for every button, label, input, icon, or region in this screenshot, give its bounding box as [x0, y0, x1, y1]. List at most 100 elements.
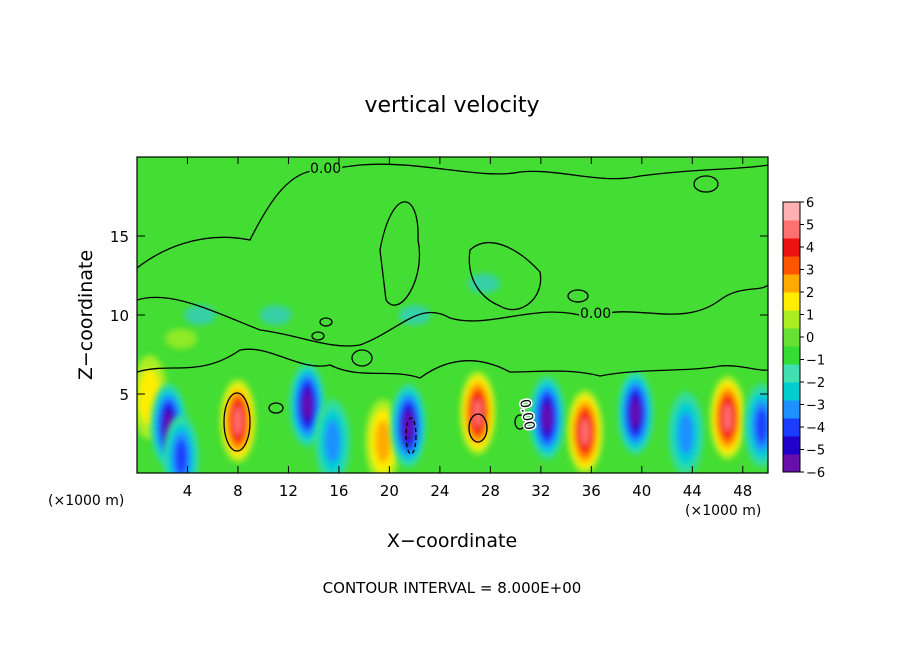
contour-small-d: [693, 175, 719, 193]
contour-core-8: [223, 392, 251, 452]
x-tick-label: 20: [380, 482, 399, 500]
y-tick-label: 15: [110, 228, 129, 246]
velocity-cell: [259, 305, 292, 325]
colorbar-tick-label: −2: [806, 376, 825, 391]
velocity-cell: [743, 383, 768, 468]
colorbar-tick-label: −4: [806, 421, 825, 436]
velocity-cell: [468, 273, 501, 294]
colorbar-swatch: [783, 238, 800, 257]
colorbar-swatch: [783, 328, 800, 347]
colorbar-swatch: [783, 310, 800, 329]
x-tick-label: 40: [632, 482, 651, 500]
x-tick-label: 48: [733, 482, 752, 500]
velocity-band: [468, 273, 501, 294]
x-tick-label: 16: [329, 482, 348, 500]
contour-small-a: [311, 331, 325, 341]
velocity-cell: [165, 328, 198, 349]
x-tick-label: 44: [683, 482, 702, 500]
velocity-cell: [163, 415, 200, 473]
velocity-band: [175, 439, 188, 473]
contour-small-c: [351, 349, 373, 367]
contour-small-e: [567, 289, 589, 303]
colorbar-swatch: [783, 364, 800, 383]
contour-zero-low: [137, 348, 768, 379]
velocity-band: [303, 390, 312, 420]
colorbar-swatch: [783, 436, 800, 455]
plot-area: 0.00 0.00 0.00 4 8 12 16 20 24 28 32 36 40 44 48510…: [110, 156, 769, 500]
colorbar-tick-label: −3: [806, 399, 825, 414]
x-tick-label: 4: [183, 482, 193, 500]
velocity-cell: [709, 375, 746, 460]
colorbar-tick-label: 3: [806, 264, 814, 279]
colorbar-swatch: [783, 220, 800, 239]
velocity-band: [259, 305, 292, 325]
velocity-cell: [529, 375, 566, 460]
colorbar-swatch: [783, 454, 800, 473]
x-tick-label: 36: [582, 482, 601, 500]
x-tick-label: 32: [531, 482, 550, 500]
colorbar-swatch: [783, 256, 800, 275]
chart-title: vertical velocity: [364, 93, 539, 118]
contour-zero-upper: [137, 163, 768, 269]
colorbar-tick-label: −5: [806, 444, 825, 459]
velocity-cell: [184, 305, 217, 325]
x-unit-right: (×1000 m): [685, 503, 761, 519]
velocity-band: [165, 328, 198, 349]
contour-label: 0.00: [580, 306, 611, 322]
velocity-cell: [567, 389, 604, 473]
contour-core-27: [468, 413, 488, 443]
velocity-band: [678, 412, 694, 455]
velocity-cell: [390, 383, 427, 468]
contour-small-f: [268, 402, 284, 414]
y-tick-label: 5: [119, 386, 129, 404]
y-axis-label: Z−coordinate: [75, 250, 97, 380]
colorbar-swatch: [783, 418, 800, 437]
contour-ring-left: [379, 201, 421, 306]
x-axis-label: X−coordinate: [387, 530, 517, 552]
contour-small-b: [319, 317, 333, 327]
velocity-cell: [667, 391, 704, 473]
colorbar-swatch: [783, 202, 800, 221]
velocity-band: [184, 305, 217, 325]
velocity-cell: [314, 399, 351, 473]
contour-label: 0.00: [310, 161, 341, 177]
x-tick-label: 28: [481, 482, 500, 500]
velocity-band: [473, 398, 482, 428]
velocity-cell: [289, 363, 326, 448]
velocity-cell: [617, 370, 654, 455]
velocity-band: [375, 419, 391, 463]
colorbar-swatch: [783, 292, 800, 311]
velocity-band: [631, 398, 640, 428]
colorbar-swatch: [783, 274, 800, 293]
velocity-band: [723, 403, 732, 433]
colorbar-swatch: [783, 400, 800, 419]
colorbar: 6 5 4 3 2 1 0 −1 −2 −3 −4 −5 −6: [782, 196, 825, 481]
contour-zero-mid: [137, 284, 768, 347]
colorbar-tick-label: 6: [806, 196, 814, 211]
colorbar-tick-label: 2: [806, 286, 814, 301]
velocity-band: [580, 417, 590, 447]
x-tick-label: 8: [233, 482, 243, 500]
contour-small-g: [514, 414, 526, 430]
contour-core-21: [405, 417, 417, 455]
colorbar-swatch: [783, 382, 800, 401]
x-tick-label: 24: [430, 482, 449, 500]
colorbar-tick-label: 0: [806, 331, 814, 346]
velocity-band: [324, 419, 341, 463]
velocity-band: [542, 403, 552, 433]
x-unit-left: (×1000 m): [48, 493, 124, 509]
velocity-band: [404, 411, 413, 440]
velocity-field: [137, 273, 768, 473]
colorbar-tick-label: 1: [806, 309, 814, 324]
contour-lines: [137, 163, 768, 455]
colorbar-tick-label: 4: [806, 241, 814, 256]
colorbar-tick-label: −1: [806, 354, 825, 369]
colorbar-tick-label: 5: [806, 219, 814, 234]
contour-interval-footer: CONTOUR INTERVAL = 8.000E+00: [323, 579, 582, 597]
velocity-band: [755, 407, 768, 444]
y-tick-label: 10: [110, 307, 129, 325]
contour-ring-right: [468, 242, 542, 311]
velocity-band: [233, 406, 243, 436]
